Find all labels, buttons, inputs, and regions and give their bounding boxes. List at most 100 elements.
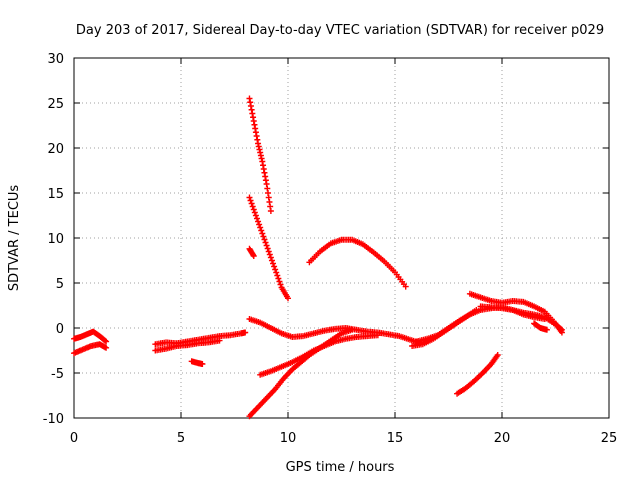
data-point <box>266 199 273 205</box>
data-point <box>272 266 279 273</box>
data-point <box>267 208 274 214</box>
y-tick-label: 10 <box>47 232 64 247</box>
data-point <box>247 197 254 204</box>
series-arc-a <box>71 328 110 345</box>
data-point <box>248 200 255 207</box>
axis-ticks: 0 5 10 15 20 25 -10 -5 0 5 10 15 20 25 30 <box>43 52 618 446</box>
data-point <box>252 125 259 132</box>
data-point <box>251 121 258 128</box>
data-point <box>402 283 409 290</box>
y-tick-label: -5 <box>51 367 64 382</box>
data-point <box>102 337 109 344</box>
x-tick-label: 5 <box>177 431 185 446</box>
data-point <box>254 136 261 143</box>
data-point <box>261 169 268 176</box>
data-point <box>277 281 284 288</box>
data-point <box>275 275 282 282</box>
data-point <box>494 352 501 358</box>
x-tick-label: 20 <box>494 431 511 446</box>
data-point <box>250 253 257 259</box>
data-point <box>274 272 281 279</box>
data-point <box>557 325 564 332</box>
data-point <box>260 166 267 172</box>
data-point <box>249 203 256 210</box>
data-point <box>250 114 257 121</box>
y-axis-label: SDTVAR / TECUs <box>7 185 22 292</box>
data-point <box>259 158 266 165</box>
data-point <box>247 103 254 109</box>
series-arc-f <box>246 194 291 302</box>
y-tick-label: 25 <box>47 97 64 112</box>
data-point <box>256 221 263 228</box>
data-point <box>252 212 259 219</box>
data-point <box>257 149 264 156</box>
series-arc-e <box>188 358 206 367</box>
series-arc-l <box>257 332 381 378</box>
data-point <box>252 129 259 136</box>
data-point <box>276 278 283 285</box>
series-arc-n <box>409 307 480 349</box>
data-point <box>247 99 254 106</box>
data-point <box>263 242 270 249</box>
series-arc-g <box>246 95 274 214</box>
y-tick-label: 0 <box>56 322 64 337</box>
series-arc-p <box>477 303 565 333</box>
data-point <box>349 326 356 333</box>
data-point <box>285 295 291 302</box>
data-point <box>255 143 262 150</box>
data-point <box>253 133 260 139</box>
data-point <box>273 269 280 276</box>
data-point <box>246 194 253 201</box>
data-point <box>267 254 274 261</box>
data-point <box>265 194 272 201</box>
data-point <box>253 215 260 222</box>
data-point <box>473 307 480 313</box>
data-point <box>262 173 269 180</box>
data-point <box>256 146 263 153</box>
data-point <box>266 251 273 258</box>
data-point <box>261 236 268 243</box>
data-point <box>242 329 249 336</box>
data-point <box>257 224 264 231</box>
y-tick-label: 20 <box>47 142 64 157</box>
x-tick-label: 15 <box>387 431 404 446</box>
data-point <box>265 190 272 196</box>
chart-title: Day 203 of 2017, Sidereal Day-to-day VTE… <box>76 23 604 38</box>
data-point <box>250 206 257 213</box>
series-arc-d <box>152 329 249 348</box>
data-point <box>255 140 262 147</box>
data-point <box>259 230 266 237</box>
data-point <box>268 257 275 264</box>
data-point <box>374 332 381 339</box>
x-tick-label: 10 <box>280 431 297 446</box>
data-point <box>260 233 267 240</box>
data-point <box>267 203 274 210</box>
y-tick-label: 5 <box>56 277 64 292</box>
x-tick-label: 0 <box>70 431 78 446</box>
y-tick-label: 15 <box>47 187 64 202</box>
series-arc-j <box>306 236 409 290</box>
data-point <box>103 338 110 345</box>
y-tick-label: -10 <box>43 412 64 427</box>
data-point <box>270 260 277 267</box>
data-point <box>271 263 278 270</box>
x-axis-label: GPS time / hours <box>286 460 395 475</box>
data-point <box>263 181 270 187</box>
data-point <box>199 361 206 367</box>
y-tick-label: 30 <box>47 52 64 67</box>
series-arc-h <box>246 245 257 259</box>
data-point <box>103 344 110 351</box>
data-point <box>260 162 267 169</box>
grid <box>74 58 609 418</box>
data-point <box>255 218 262 225</box>
series-arc-q <box>531 320 550 333</box>
data-point <box>265 248 272 255</box>
data-point <box>249 110 256 117</box>
data-point <box>248 106 255 113</box>
data-point <box>262 177 269 184</box>
x-tick-label: 25 <box>601 431 618 446</box>
series-arc-r <box>454 352 501 397</box>
data-point <box>258 227 265 234</box>
data-point <box>250 118 257 124</box>
